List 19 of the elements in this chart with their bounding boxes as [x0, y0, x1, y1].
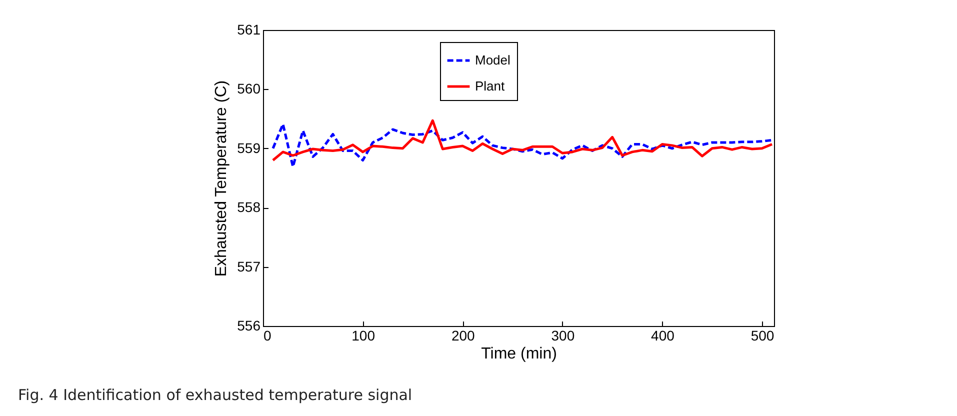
legend-label: Plant	[475, 78, 506, 94]
caption: Fig. 4 Identification of exhausted temperature signal	[18, 386, 412, 404]
x-tick-label: 400	[651, 328, 675, 344]
legend-label: Model	[475, 52, 511, 68]
y-tick-label: 561	[237, 22, 261, 38]
y-tick-label: 558	[237, 199, 261, 216]
x-tick-label: 300	[551, 328, 575, 344]
line-series	[272, 122, 774, 168]
x-tick-label: 200	[451, 328, 475, 344]
y-axis-title: Exhausted Temperature (C)	[213, 80, 230, 277]
x-tick-label: 500	[750, 328, 774, 344]
x-tick-label: 100	[352, 328, 376, 344]
y-tick-label: 559	[237, 140, 261, 156]
y-tick-label: 560	[237, 80, 261, 97]
line-series	[272, 119, 774, 162]
y-tick-label: 557	[237, 258, 261, 274]
x-tick-label: 0	[264, 328, 272, 344]
y-tick-label: 556	[237, 318, 261, 334]
x-axis-title: Time (min)	[481, 346, 557, 362]
